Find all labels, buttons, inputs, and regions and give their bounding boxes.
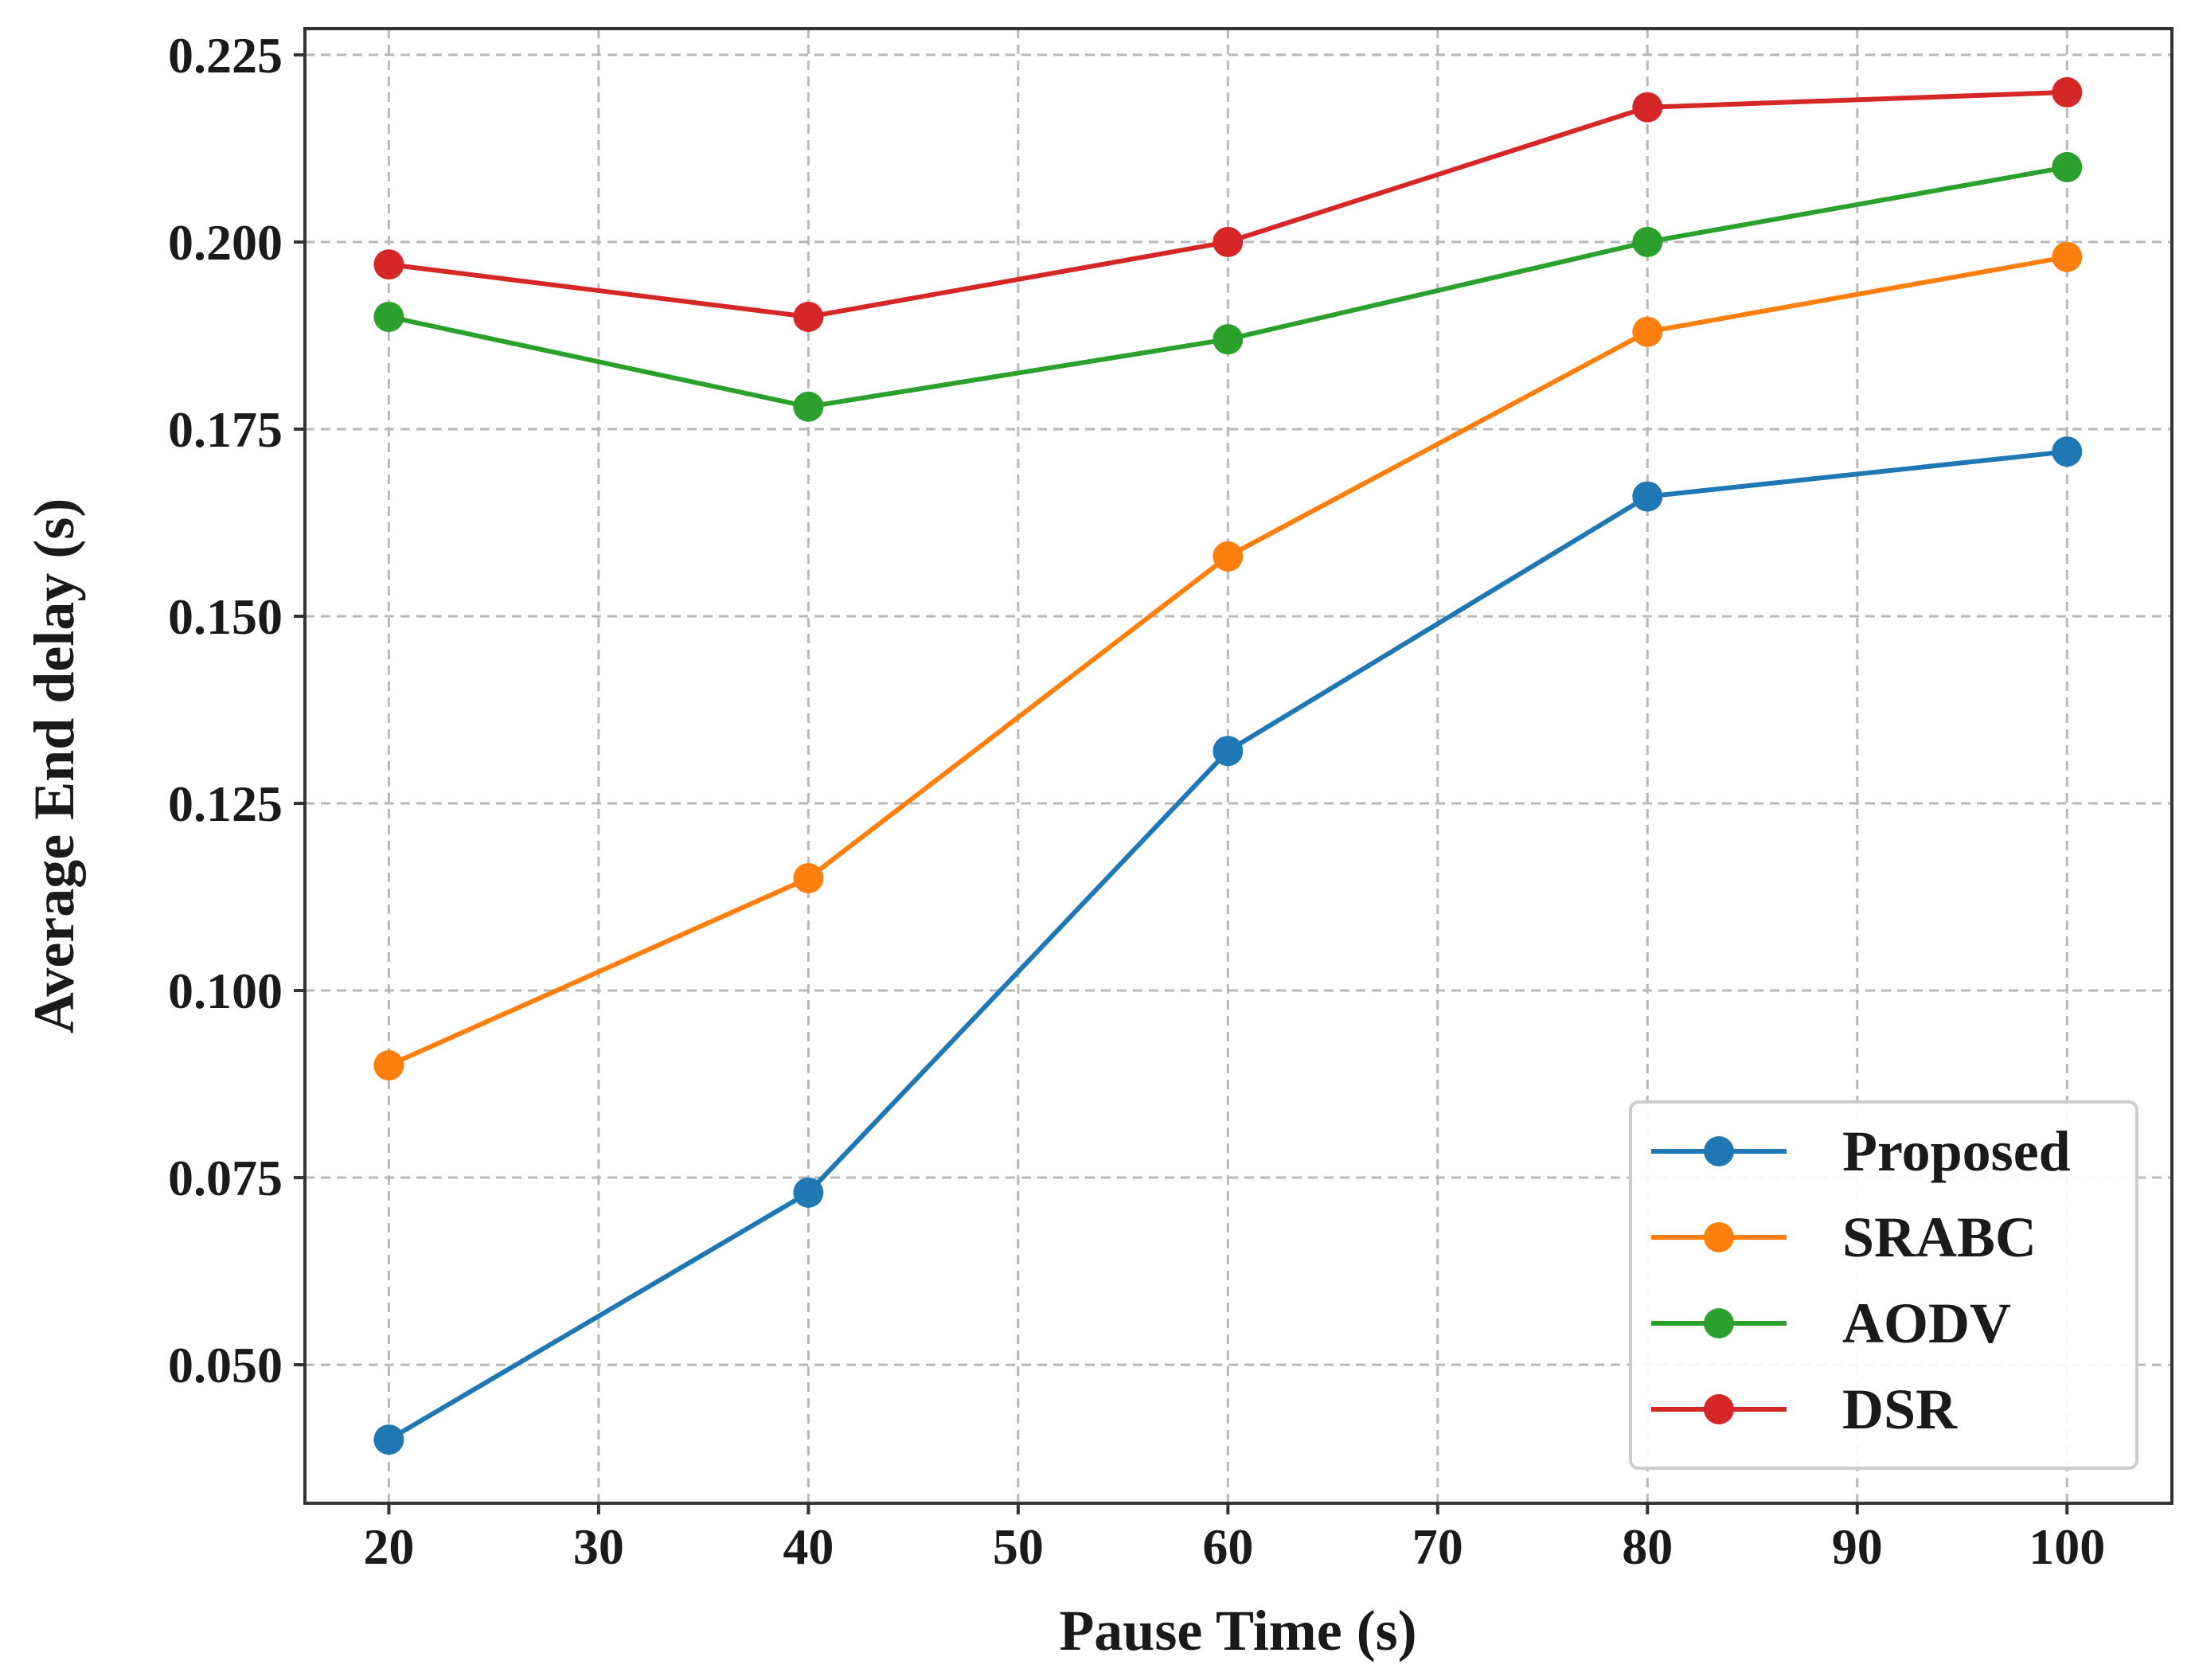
legend-marker-dsr — [1704, 1394, 1734, 1424]
legend-label-dsr: DSR — [1842, 1377, 1958, 1441]
y-tick-label: 0.175 — [168, 401, 283, 458]
data-point-dsr — [793, 301, 824, 332]
data-point-aodv — [373, 301, 404, 332]
data-point-dsr — [1632, 92, 1663, 123]
legend-marker-srabc — [1704, 1222, 1734, 1252]
data-point-srabc — [793, 863, 824, 894]
legend-marker-proposed — [1704, 1136, 1734, 1166]
y-tick-label: 0.050 — [168, 1337, 283, 1393]
data-point-proposed — [1632, 481, 1663, 512]
data-point-srabc — [1213, 541, 1244, 572]
data-point-aodv — [1632, 226, 1663, 257]
series-layer — [373, 76, 2083, 1455]
data-point-dsr — [2052, 76, 2083, 107]
plot-frame — [303, 27, 2173, 1505]
y-tick-label: 0.150 — [168, 588, 283, 645]
y-tick-label: 0.125 — [168, 776, 283, 832]
x-tick-label: 90 — [1832, 1518, 1883, 1575]
data-point-srabc — [373, 1050, 404, 1081]
x-tick-label: 60 — [1202, 1518, 1253, 1575]
y-tick-label: 0.225 — [168, 27, 283, 84]
data-point-proposed — [373, 1424, 404, 1455]
legend-marker-aodv — [1704, 1308, 1734, 1338]
x-tick-label: 70 — [1412, 1518, 1463, 1575]
data-point-dsr — [1213, 226, 1244, 257]
data-point-proposed — [1213, 736, 1244, 767]
y-axis-label: Average End delay (s) — [22, 498, 86, 1034]
data-point-srabc — [1632, 316, 1663, 347]
data-point-proposed — [2052, 436, 2083, 467]
x-tick-label: 100 — [2029, 1518, 2105, 1575]
legend: Proposed SRABC AODV DSR — [1629, 1100, 2138, 1470]
y-tick-label: 0.100 — [168, 963, 283, 1019]
x-tick-label: 40 — [783, 1518, 834, 1575]
y-tick-label: 0.075 — [168, 1150, 283, 1206]
legend-label-aodv: AODV — [1842, 1291, 2011, 1355]
x-tick-label: 50 — [993, 1518, 1044, 1575]
legend-label-proposed: Proposed — [1842, 1119, 2071, 1183]
tick-layer: 20 30 40 50 60 70 80 90 100 0.050 0.075 0.100 0.125 0… — [168, 27, 2105, 1575]
x-tick-label: 20 — [363, 1518, 414, 1575]
data-point-aodv — [793, 391, 824, 422]
x-tick-label: 80 — [1622, 1518, 1673, 1575]
legend-box — [1629, 1100, 2138, 1470]
data-point-proposed — [793, 1177, 824, 1208]
data-point-srabc — [2052, 241, 2083, 272]
x-axis-label: Pause Time (s) — [1059, 1599, 1416, 1662]
x-tick-label: 30 — [573, 1518, 624, 1575]
data-point-aodv — [1213, 324, 1244, 355]
data-point-aodv — [2052, 151, 2083, 182]
y-tick-label: 0.200 — [168, 214, 283, 271]
data-point-dsr — [373, 249, 404, 280]
legend-label-srabc: SRABC — [1842, 1205, 2037, 1269]
